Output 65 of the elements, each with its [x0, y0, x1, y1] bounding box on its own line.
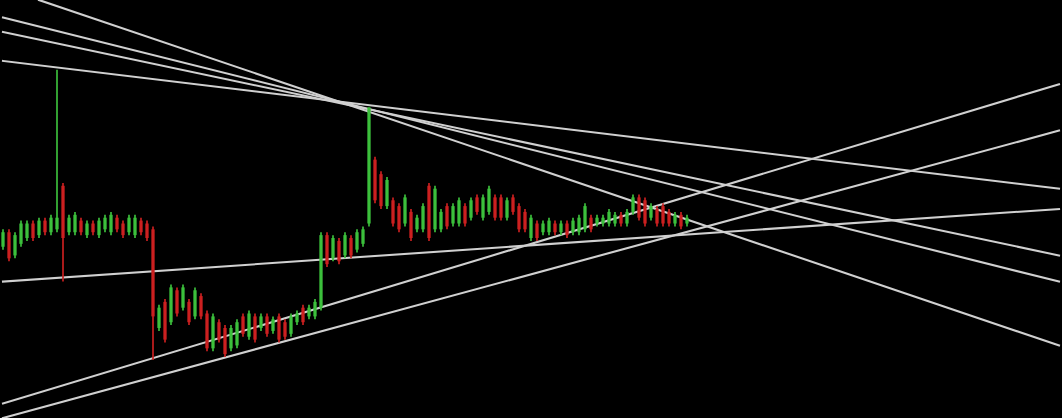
candlestick	[1, 228, 5, 251]
candlestick	[457, 196, 461, 228]
candlestick	[157, 303, 161, 332]
candlestick	[631, 193, 635, 216]
candlestick	[487, 184, 491, 216]
candlestick	[217, 318, 221, 344]
candlestick	[67, 213, 71, 236]
candlestick	[109, 211, 113, 236]
candlestick	[583, 202, 587, 234]
candlestick	[421, 202, 425, 234]
candlestick	[235, 318, 239, 350]
candlestick	[229, 324, 233, 353]
candlestick	[265, 312, 269, 338]
candlestick	[181, 283, 185, 312]
candlestick	[175, 286, 179, 318]
candlestick	[439, 208, 443, 234]
candlestick	[19, 219, 23, 248]
candlestick	[463, 202, 467, 228]
candlestick	[535, 219, 539, 242]
candlestick	[25, 219, 29, 242]
candlestick	[475, 193, 479, 216]
candlestick	[187, 298, 191, 326]
candlestick	[313, 298, 317, 321]
candlestick	[145, 219, 149, 242]
candlestick	[13, 231, 17, 260]
candlestick	[523, 208, 527, 234]
candlestick	[577, 213, 581, 236]
candlestick	[661, 202, 665, 228]
candlestick	[451, 202, 455, 228]
candlestick	[247, 309, 251, 341]
candlestick	[499, 193, 503, 222]
candlestick	[343, 231, 347, 260]
candlestick	[469, 196, 473, 222]
candlestick	[637, 193, 641, 222]
candlestick	[529, 213, 533, 242]
candlestick	[337, 237, 341, 265]
candlestick	[127, 213, 131, 236]
candlestick	[361, 225, 365, 248]
candlestick	[655, 205, 659, 228]
candlestick	[49, 213, 53, 236]
candlestick	[199, 292, 203, 321]
candlestick	[97, 216, 101, 239]
candlestick	[289, 312, 293, 338]
candlestick	[37, 216, 41, 239]
candlestick	[349, 234, 353, 260]
candlestick	[505, 196, 509, 222]
candlestick	[397, 202, 401, 234]
candlestick	[643, 196, 647, 228]
candlestick	[511, 193, 515, 216]
candlestick	[253, 312, 257, 344]
candlestick	[241, 312, 245, 338]
candlestick	[355, 228, 359, 254]
candlestick	[481, 193, 485, 222]
candlestick	[31, 219, 35, 242]
candlestick	[493, 193, 497, 222]
candlestick	[283, 318, 287, 341]
candlestick	[55, 68, 59, 234]
candlestick	[445, 202, 449, 231]
candlestick	[133, 213, 137, 239]
candlestick	[331, 234, 335, 263]
candlestick	[301, 303, 305, 326]
candlestick	[277, 312, 281, 344]
candlestick	[73, 211, 77, 236]
candlestick	[517, 202, 521, 234]
candlestick	[391, 196, 395, 228]
